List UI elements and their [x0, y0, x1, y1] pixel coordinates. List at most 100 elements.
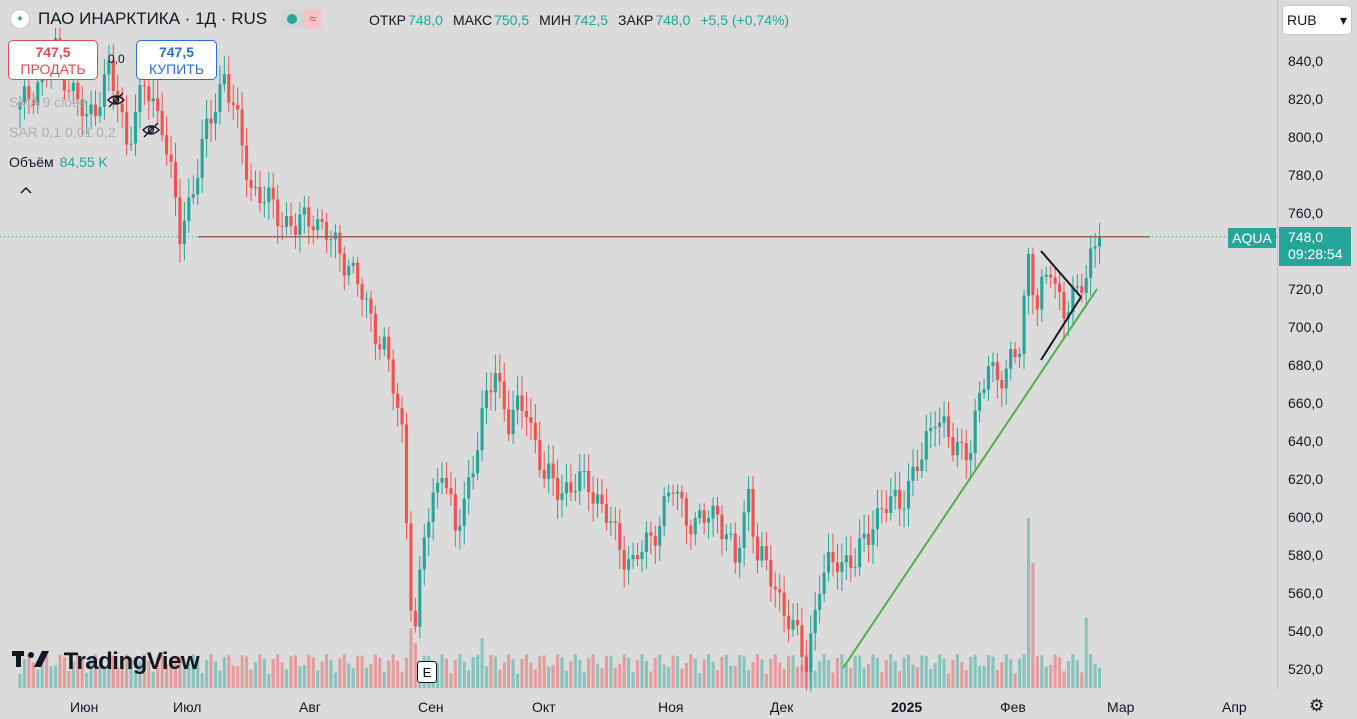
- candle-body: [280, 226, 284, 228]
- price-tick-label: 680,0: [1288, 357, 1324, 373]
- candle-body: [773, 586, 777, 590]
- candle-body: [804, 656, 808, 673]
- tradingview-logo[interactable]: TradingView: [12, 648, 200, 676]
- market-status-badge[interactable]: ≈: [281, 9, 323, 29]
- volume-bar: [1000, 662, 1004, 688]
- volume-indicator[interactable]: Объём 84,55 K: [9, 154, 108, 170]
- settings-gear-icon[interactable]: ⚙: [1309, 696, 1325, 715]
- candle-body: [1044, 274, 1048, 277]
- volume-bar: [800, 665, 804, 688]
- candle-body: [76, 82, 80, 100]
- collapse-chevron-up-icon[interactable]: [19, 182, 33, 199]
- candle-body: [1053, 277, 1057, 284]
- candle-body: [431, 492, 435, 522]
- volume-bar: [755, 654, 760, 688]
- volume-bar: [329, 659, 333, 688]
- volume-bar: [107, 655, 111, 688]
- volume-bar: [316, 670, 320, 688]
- candle-body: [276, 199, 280, 227]
- candle-body: [524, 410, 529, 418]
- volume-bar: [156, 657, 160, 688]
- candle-body: [969, 453, 973, 461]
- candle-body: [560, 493, 564, 500]
- price-axis[interactable]: [1277, 0, 1357, 690]
- ohlc-close-value: 748,0: [655, 12, 691, 28]
- volume-bar: [178, 656, 182, 688]
- hidden-eye-icon[interactable]: [141, 122, 161, 141]
- candle-body: [649, 532, 653, 536]
- candle-body: [396, 393, 400, 408]
- volume-bar: [93, 654, 98, 688]
- buy-button[interactable]: 747,5 КУПИТЬ: [136, 40, 217, 80]
- candle-body: [240, 109, 244, 146]
- hidden-eye-icon[interactable]: [106, 92, 126, 111]
- volume-bar: [618, 664, 622, 688]
- volume-bar: [267, 673, 271, 688]
- volume-bar: [720, 656, 724, 688]
- candle-body: [667, 492, 671, 497]
- volume-bar: [680, 668, 684, 688]
- volume-bar: [173, 655, 178, 688]
- volume-bar: [507, 654, 511, 688]
- volume-bar: [71, 661, 75, 688]
- candle-body: [502, 381, 506, 410]
- volume-bar: [533, 669, 537, 688]
- candle-body: [800, 625, 804, 657]
- volume-bar: [707, 654, 711, 688]
- volume-bar: [969, 656, 973, 688]
- candle-body: [18, 101, 22, 110]
- volume-bar: [920, 655, 924, 688]
- candle-body: [822, 572, 826, 594]
- volume-bar: [80, 659, 84, 688]
- volume-bar: [724, 654, 728, 688]
- time-tick-label: Июн: [70, 699, 99, 715]
- candle-body: [724, 534, 728, 540]
- candle-body: [884, 509, 888, 513]
- volume-bar: [942, 658, 946, 688]
- volume-bar: [1044, 666, 1048, 688]
- candle-body: [364, 298, 369, 300]
- symbol-header[interactable]: ✦ ПАО ИНАРКТИКА · 1Д · RUS ≈: [10, 9, 323, 29]
- candle-body: [1084, 277, 1088, 293]
- volume-bar: [835, 658, 839, 688]
- market-open-dot-icon: [287, 14, 298, 24]
- volume-bar: [182, 668, 186, 688]
- candle-body: [742, 512, 746, 548]
- candle-body: [533, 422, 537, 441]
- candle-body: [640, 551, 644, 560]
- volume-bar: [862, 667, 866, 688]
- candle-body: [564, 482, 568, 494]
- price-tick-label: 700,0: [1288, 319, 1324, 335]
- candle-body: [680, 491, 684, 499]
- candle-body: [156, 98, 160, 112]
- earnings-marker[interactable]: E: [417, 661, 437, 683]
- candle-body: [360, 283, 364, 300]
- time-tick-label: Фев: [1000, 699, 1026, 715]
- candle-body: [227, 74, 231, 103]
- volume-bar: [1022, 654, 1026, 688]
- candle-body: [1013, 349, 1017, 358]
- currency-select[interactable]: RUB ▾: [1282, 5, 1352, 35]
- candle-body: [755, 536, 760, 561]
- volume-bar: [404, 657, 409, 688]
- candle-body: [720, 514, 724, 540]
- volume-bar: [715, 670, 720, 688]
- sma-indicator-label[interactable]: SMA 9 close: [9, 94, 87, 110]
- volume-bar: [360, 655, 364, 688]
- ohlc-high-label: МАКС: [452, 12, 493, 28]
- candle-body: [173, 161, 178, 198]
- candle-body: [1035, 295, 1039, 310]
- symbol-title[interactable]: ПАО ИНАРКТИКА · 1Д · RUS: [38, 9, 268, 28]
- pennant-lower-line: [1040, 296, 1082, 361]
- ohlc-open-label: ОТКР: [369, 12, 406, 28]
- sell-button[interactable]: 747,5 ПРОДАТЬ: [8, 40, 98, 80]
- sar-indicator-label[interactable]: SAR 0,1 0,01 0,2: [9, 124, 116, 140]
- candle-body: [827, 551, 831, 573]
- candle-body: [267, 187, 271, 203]
- volume-bar: [893, 660, 897, 688]
- candle-body: [644, 532, 648, 552]
- candle-body: [311, 226, 315, 231]
- time-tick-label: Дек: [770, 699, 794, 715]
